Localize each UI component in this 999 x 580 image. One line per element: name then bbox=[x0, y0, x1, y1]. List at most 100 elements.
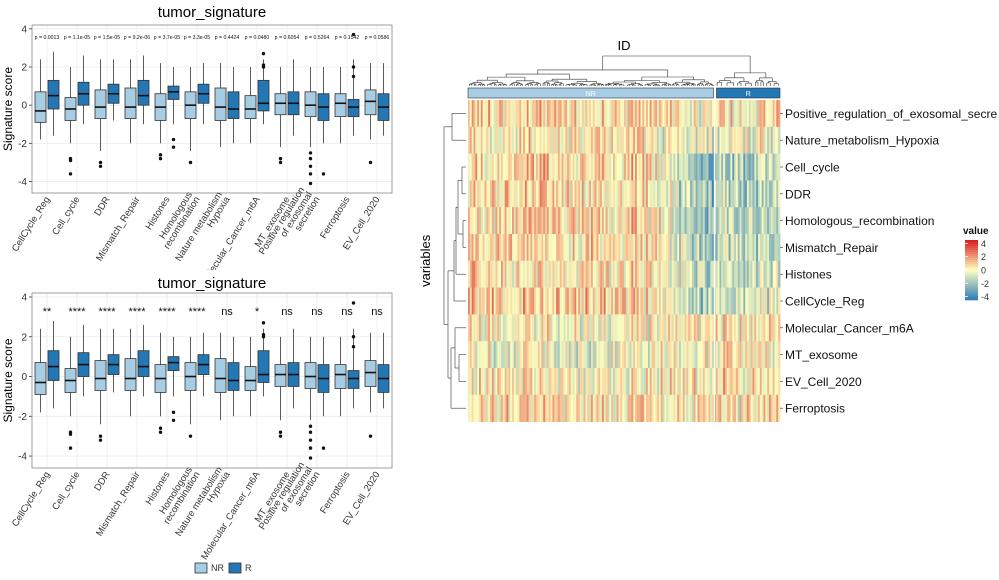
heatmap-cell bbox=[666, 100, 669, 128]
heatmap-cell bbox=[488, 260, 491, 288]
heatmap-cell bbox=[735, 394, 739, 422]
heatmap-cell bbox=[578, 153, 581, 181]
heatmap-cell bbox=[748, 126, 752, 154]
heatmap-cell bbox=[534, 287, 537, 315]
heatmap-cell bbox=[776, 260, 779, 288]
heatmap-cell bbox=[508, 287, 511, 315]
heatmap-cell bbox=[633, 180, 636, 208]
heatmap-cell bbox=[647, 260, 651, 288]
heatmap-cell bbox=[658, 394, 662, 422]
heatmap-cell bbox=[671, 126, 674, 154]
heatmap-cell bbox=[579, 100, 583, 128]
heatmap-cell bbox=[579, 126, 583, 154]
heatmap-cell bbox=[502, 287, 506, 315]
heatmap-cell bbox=[512, 207, 515, 235]
heatmap-cell bbox=[627, 314, 630, 342]
heatmap-cell bbox=[601, 394, 605, 422]
heatmap-cell bbox=[526, 368, 529, 396]
significance-label: * bbox=[255, 306, 260, 318]
heatmap-cell bbox=[468, 207, 471, 235]
heatmap-cell bbox=[565, 234, 568, 262]
heatmap-cell bbox=[521, 341, 524, 369]
heatmap-cell bbox=[510, 260, 513, 288]
heatmap-cell bbox=[504, 314, 507, 342]
heatmap-cell bbox=[590, 341, 594, 369]
heatmap-cell bbox=[567, 394, 570, 422]
heatmap-cell bbox=[732, 207, 735, 235]
heatmap-cell bbox=[640, 341, 643, 369]
heatmap-cell bbox=[524, 234, 528, 262]
heatmap-cell bbox=[550, 368, 553, 396]
heatmap-cell bbox=[660, 180, 663, 208]
heatmap-cell bbox=[468, 126, 471, 154]
heatmap-cell bbox=[702, 341, 706, 369]
heatmap-cell bbox=[673, 314, 676, 342]
heatmap-cell bbox=[616, 100, 619, 128]
heatmap-cell bbox=[513, 100, 517, 128]
heatmap-cell bbox=[737, 234, 741, 262]
heatmap-cell bbox=[600, 126, 603, 154]
heatmap-cell bbox=[677, 260, 680, 288]
heatmap-cell bbox=[469, 100, 473, 128]
heatmap-cell bbox=[482, 314, 485, 342]
heatmap-cell bbox=[679, 341, 682, 369]
heatmap-cell bbox=[651, 180, 654, 208]
box-r bbox=[137, 350, 150, 377]
heatmap-cell bbox=[495, 153, 498, 181]
heatmap-cell bbox=[690, 100, 693, 128]
heatmap-cell bbox=[748, 180, 752, 208]
heatmap-cell bbox=[468, 180, 471, 208]
heatmap-cell bbox=[734, 260, 737, 288]
heatmap-cell bbox=[548, 314, 551, 342]
heatmap-cell bbox=[686, 153, 689, 181]
heatmap-cell bbox=[501, 207, 504, 235]
heatmap-cell bbox=[574, 287, 577, 315]
heatmap-cell bbox=[701, 341, 704, 369]
heatmap-cell bbox=[552, 234, 555, 262]
heatmap-cell bbox=[743, 287, 746, 315]
heatmap-cell bbox=[585, 100, 588, 128]
heatmap-cell bbox=[710, 153, 713, 181]
heatmap-cell bbox=[519, 260, 522, 288]
heatmap-cell bbox=[666, 368, 669, 396]
heatmap-cell bbox=[480, 341, 484, 369]
heatmap-cell bbox=[726, 394, 730, 422]
heatmap-cell bbox=[693, 153, 696, 181]
heatmap-cell bbox=[546, 287, 550, 315]
heatmap-cell bbox=[592, 153, 596, 181]
heatmap-cell bbox=[728, 126, 731, 154]
heatmap-cell bbox=[684, 287, 687, 315]
heatmap-cell bbox=[739, 180, 742, 208]
heatmap-cell bbox=[480, 260, 484, 288]
heatmap-cell bbox=[523, 314, 526, 342]
heatmap-cell bbox=[778, 394, 781, 422]
y-tick-label: -2 bbox=[18, 139, 27, 150]
heatmap-cell bbox=[513, 368, 517, 396]
heatmap-cell bbox=[486, 260, 489, 288]
heatmap-cell bbox=[471, 394, 474, 422]
heatmap-cell bbox=[568, 100, 572, 128]
heatmap-cell bbox=[640, 314, 643, 342]
heatmap-cell bbox=[519, 153, 522, 181]
heatmap-cell bbox=[490, 368, 493, 396]
heatmap-cell bbox=[638, 341, 641, 369]
heatmap-cell bbox=[710, 260, 713, 288]
heatmap-cell bbox=[534, 153, 537, 181]
heatmap-cell bbox=[688, 287, 691, 315]
heatmap-cell bbox=[598, 314, 601, 342]
heatmap-cell bbox=[539, 341, 542, 369]
legend-gradient-step bbox=[965, 250, 978, 253]
heatmap-cell bbox=[679, 314, 682, 342]
box-nr bbox=[244, 366, 257, 391]
heatmap-cell bbox=[517, 368, 520, 396]
heatmap-cell bbox=[636, 314, 640, 342]
heatmap-cell bbox=[568, 180, 572, 208]
heatmap-cell bbox=[508, 260, 511, 288]
heatmap-cell bbox=[504, 126, 507, 154]
heatmap-cell bbox=[607, 126, 610, 154]
heatmap-cell bbox=[523, 234, 526, 262]
heatmap-cell bbox=[715, 368, 718, 396]
heatmap-cell bbox=[557, 341, 561, 369]
heatmap-cell bbox=[688, 234, 691, 262]
heatmap-cell bbox=[690, 234, 693, 262]
